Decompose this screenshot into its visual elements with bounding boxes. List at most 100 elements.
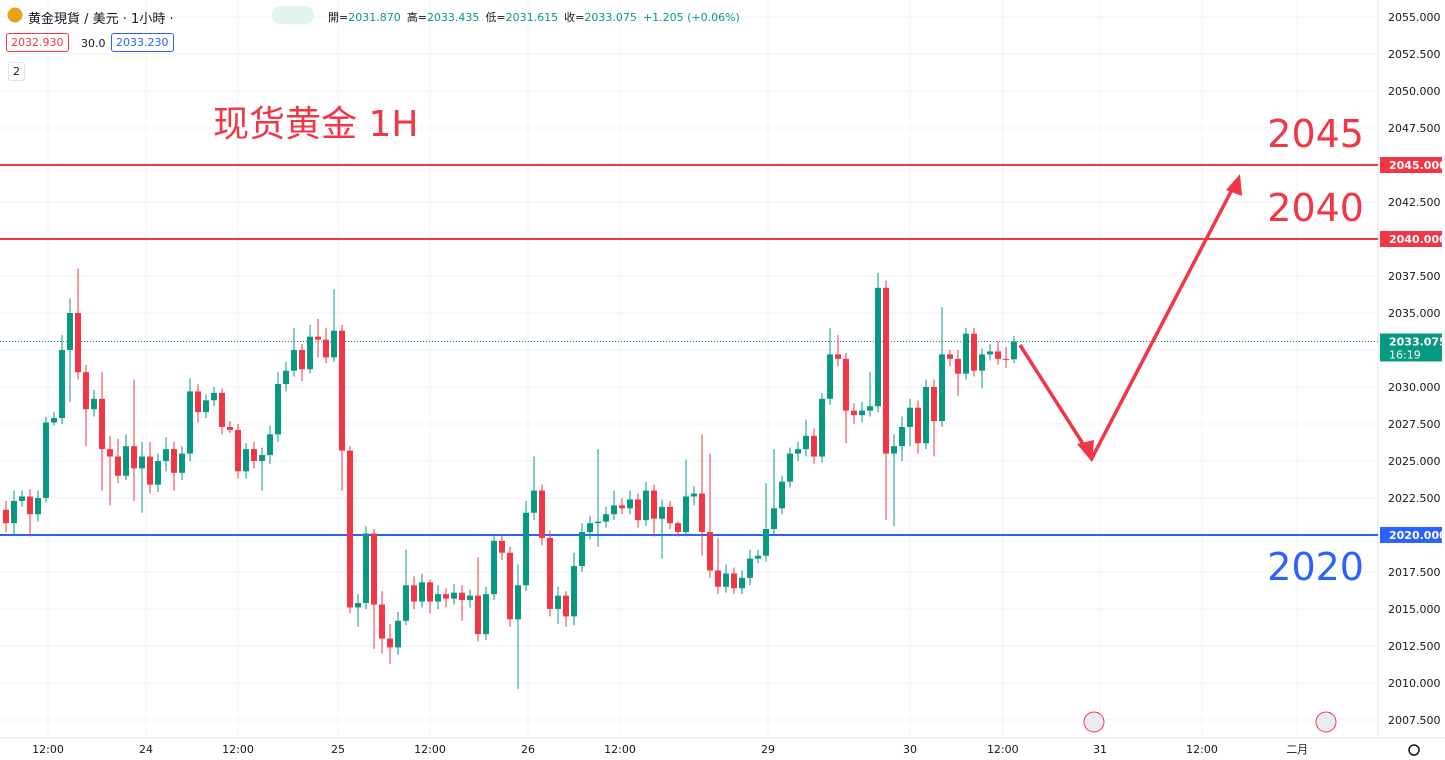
candle-body — [451, 592, 457, 599]
candle-body — [827, 354, 833, 399]
candle-body — [931, 386, 937, 422]
candle-body — [611, 505, 617, 515]
candle-body — [435, 594, 441, 602]
ohlc-value: 2033.075 — [584, 11, 637, 24]
candle-body — [699, 493, 705, 533]
candle-body — [963, 333, 969, 374]
candle-body — [291, 349, 297, 371]
candle-body — [923, 386, 929, 444]
candle-body — [83, 372, 89, 410]
candle-body — [307, 336, 313, 370]
event-icon[interactable] — [1083, 711, 1105, 733]
candle-body — [795, 449, 801, 454]
x-tick-label: 29 — [761, 743, 775, 756]
candle-body — [635, 499, 641, 521]
candle-body — [75, 312, 81, 373]
candle-body — [459, 592, 465, 601]
candle-body — [707, 532, 713, 571]
y-tick-label: 2042.500 — [1388, 196, 1441, 209]
candle-body — [539, 490, 545, 538]
level-badge — [1380, 157, 1442, 174]
candle-body — [675, 523, 681, 533]
candle-body — [3, 509, 9, 524]
ohlc-label: 低= — [485, 11, 506, 24]
x-tick-label: 12:00 — [987, 743, 1019, 756]
candle-body — [883, 287, 889, 454]
y-tick-label: 2017.500 — [1388, 566, 1441, 579]
candle-body — [403, 585, 409, 621]
ohlc-label: 高= — [406, 11, 427, 24]
candle-body — [579, 532, 585, 567]
candle-body — [627, 499, 633, 509]
candle-body — [691, 493, 697, 497]
candle-body — [411, 585, 417, 602]
candle-body — [507, 552, 513, 620]
candle-body — [875, 287, 881, 407]
candle-body — [139, 456, 145, 469]
x-tick-label: 二月 — [1286, 743, 1308, 756]
candle-body — [299, 349, 305, 370]
symbol[interactable]: 黄金現貨 / 美元 · 1小時 · — [28, 12, 174, 27]
bid[interactable]: 2032.930 — [6, 33, 69, 52]
candle-body — [339, 330, 345, 451]
candle-body — [723, 573, 729, 587]
candle-body — [43, 422, 49, 498]
candle-body — [243, 449, 249, 472]
candle-body — [971, 333, 977, 371]
last-price-label: 2033.075 — [1389, 335, 1445, 348]
candle-body — [987, 351, 993, 355]
candle-body — [867, 406, 873, 411]
candle-body — [595, 521, 601, 524]
candle-body — [819, 398, 825, 457]
y-tick-label: 2022.500 — [1388, 492, 1441, 505]
level-badge-label: 2040.000 — [1389, 233, 1445, 246]
x-tick-label: 31 — [1093, 743, 1107, 756]
y-tick-label: 2047.500 — [1388, 122, 1441, 135]
ohlc-legend: 開=2031.870 高=2033.435 低=2031.615 收=2033.075… — [328, 9, 746, 25]
candle-body — [443, 594, 449, 599]
candle-body — [155, 460, 161, 485]
candle-body — [755, 555, 761, 559]
candle-body — [891, 446, 897, 454]
candle-body — [715, 570, 721, 587]
y-tick-label: 2015.000 — [1388, 603, 1441, 616]
candle-body — [491, 540, 497, 595]
x-tick-label: 12:00 — [414, 743, 446, 756]
status-pill[interactable] — [272, 6, 314, 24]
candle-body — [979, 354, 985, 371]
candle-body — [1011, 341, 1017, 360]
candle-body — [195, 391, 201, 413]
candle-body — [955, 358, 961, 374]
candle-body — [267, 434, 273, 456]
candle-body — [843, 358, 849, 411]
x-tick-label: 12:00 — [32, 743, 64, 756]
candle-body — [323, 339, 329, 358]
x-tick-label: 12:00 — [1186, 743, 1218, 756]
y-tick-label: 2027.500 — [1388, 418, 1441, 431]
event-icon[interactable] — [1315, 711, 1337, 733]
candle-body — [147, 456, 153, 485]
candle-body — [563, 595, 569, 617]
candle-body — [667, 506, 673, 524]
indicator-toggle[interactable]: 2 — [8, 62, 25, 81]
last-price-badge — [1380, 333, 1442, 362]
settings-icon[interactable] — [1408, 744, 1420, 756]
candle-body — [475, 595, 481, 635]
candle-body — [683, 496, 689, 533]
candle-body — [555, 595, 561, 609]
candle-body — [187, 391, 193, 454]
candle-body — [995, 351, 1001, 359]
ask[interactable]: 2033.230 — [111, 33, 174, 52]
arrow-head — [1077, 440, 1094, 462]
level-badge-label: 2020.000 — [1389, 529, 1445, 542]
level-label: 2045 — [1267, 112, 1364, 156]
candle-body — [803, 435, 809, 450]
candle-body — [651, 490, 657, 519]
candle-body — [939, 354, 945, 422]
y-tick-label: 2012.500 — [1388, 640, 1441, 653]
candle-body — [731, 573, 737, 589]
candle-body — [179, 453, 185, 473]
candle-body — [275, 384, 281, 435]
x-tick-label: 12:00 — [604, 743, 636, 756]
